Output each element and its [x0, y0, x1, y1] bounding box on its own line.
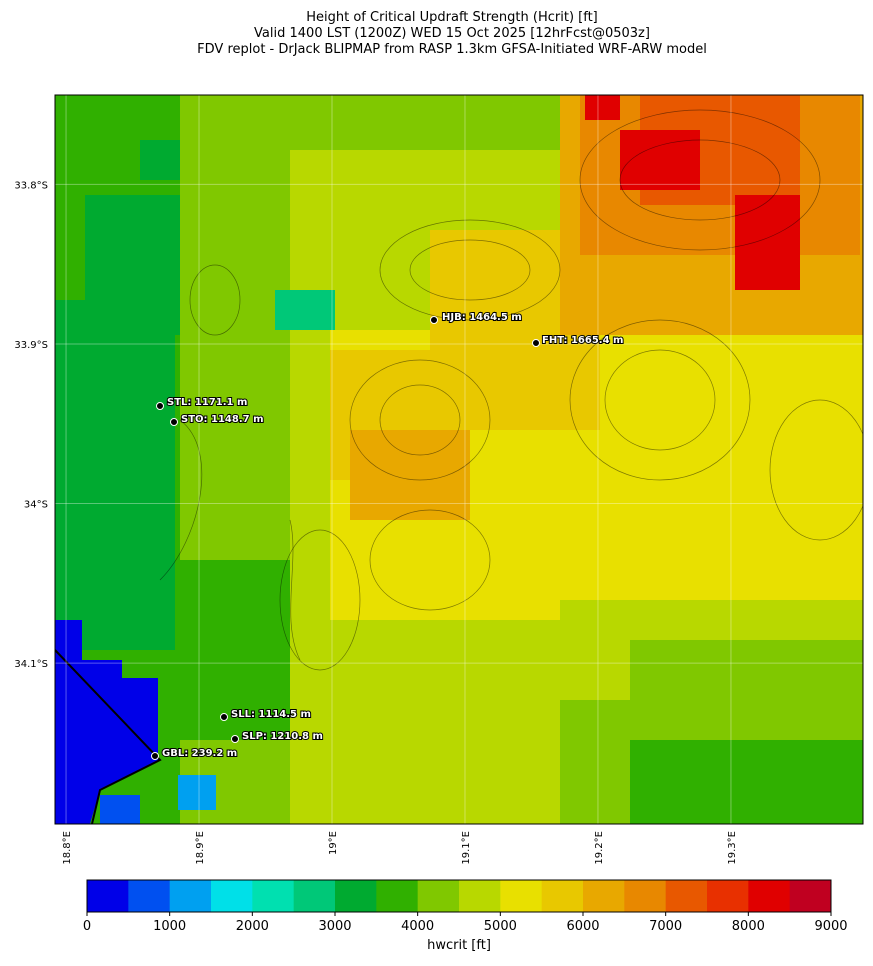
colorbar-segment [169, 880, 212, 912]
colorbar-tick-label: 0 [83, 919, 91, 934]
title-line: FDV replot - DrJack BLIPMAP from RASP 1.… [197, 42, 707, 57]
stations: HJB: 1464.5 m FHT: 1665.4 m STL: 1171.1 … [151, 311, 624, 760]
station-label: GBL: 239.2 m [162, 748, 237, 759]
station-dot [220, 713, 228, 721]
colorbar-tick-label: 5000 [484, 919, 517, 934]
colorbar-segment [376, 880, 419, 912]
colorbar-tick-label: 4000 [401, 919, 434, 934]
station-dot [532, 339, 540, 347]
lon-tick-label: 19°E [328, 831, 339, 855]
colorbar-segment [789, 880, 832, 912]
colorbar-segment [583, 880, 625, 912]
colorbar-segment [128, 880, 171, 912]
title-line: Height of Critical Updraft Strength (Hcr… [306, 10, 597, 25]
colorbar-tick-label: 9000 [814, 919, 847, 934]
colorbar-tick-label: 6000 [566, 919, 599, 934]
map-frame [54, 94, 864, 825]
colorbar-segment [417, 880, 460, 912]
station-label: SLL: 1114.5 m [231, 709, 311, 720]
station-label: SLP: 1210.8 m [242, 731, 323, 742]
colorbar-tick-label: 2000 [236, 919, 269, 934]
colorbar-tick-label: 7000 [649, 919, 682, 934]
station-dot [231, 735, 239, 743]
colorbar-frame [86, 879, 832, 913]
colorbar-tick-label: 3000 [318, 919, 351, 934]
lat-tick-label: 33.9°S [14, 340, 48, 351]
map [55, 95, 863, 824]
lat-tick-label: 33.8°S [14, 180, 48, 191]
lat-tick-label: 34.1°S [14, 659, 48, 670]
colorbar-segment [459, 880, 501, 912]
lon-tick-label: 18.8°E [62, 831, 73, 865]
lon-tick-label: 19.3°E [727, 831, 738, 865]
station-label: STO: 1148.7 m [181, 414, 264, 425]
colorbar-segment [748, 880, 791, 912]
colorbar-segment [87, 880, 129, 912]
station-dot [430, 316, 438, 324]
station-dot [151, 752, 159, 760]
colorbar-tick-label: 8000 [732, 919, 765, 934]
colorbar-segment [335, 880, 377, 912]
colorbar-segment [252, 880, 295, 912]
lat-tick-label: 34°S [24, 500, 48, 511]
colorbar-tick-label: 1000 [153, 919, 186, 934]
lon-tick-label: 18.9°E [195, 831, 206, 865]
colorbar-segment [211, 880, 253, 912]
title-line: Valid 1400 LST (1200Z) WED 15 Oct 2025 [… [254, 26, 650, 41]
station-label: FHT: 1665.4 m [542, 335, 623, 346]
colorbar-segment [293, 880, 336, 912]
colorbar-segment [541, 880, 584, 912]
colorbar-label: hwcrit [ft] [427, 938, 491, 953]
station-label: STL: 1171.1 m [167, 397, 247, 408]
lon-tick-label: 19.1°E [461, 831, 472, 865]
colorbar-segment [500, 880, 543, 912]
station-label: HJB: 1464.5 m [442, 312, 522, 323]
colorbar-segment [624, 880, 667, 912]
station-dot [156, 402, 164, 410]
station-dot [170, 418, 178, 426]
colorbar-segment [707, 880, 749, 912]
lon-tick-label: 19.2°E [594, 831, 605, 865]
colorbar-segment [665, 880, 708, 912]
